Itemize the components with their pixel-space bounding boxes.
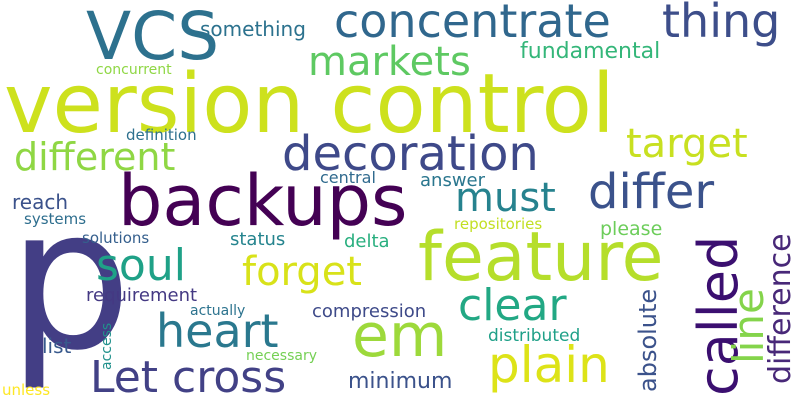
word-fundamental: fundamental [520, 39, 661, 64]
word-unless: unless [2, 381, 51, 399]
word-central: central [320, 168, 376, 187]
word-soul: soul [96, 240, 186, 291]
word-vcs: VCS [86, 0, 220, 75]
word-thing: thing [662, 0, 781, 48]
word-requirement: requirement [86, 285, 198, 306]
word-actually: actually [190, 303, 246, 319]
word-concurrent: concurrent [96, 62, 172, 78]
word-clear: clear [458, 280, 567, 331]
word-answer: answer [420, 170, 486, 191]
word-p: p [8, 166, 132, 393]
word-version-control: version control [4, 57, 615, 152]
word-heart: heart [156, 304, 279, 358]
word-delta: delta [344, 231, 390, 252]
word-list: list [42, 334, 72, 358]
word-reach: reach [12, 190, 69, 214]
word-backups: backups [118, 160, 408, 242]
word-something: something [200, 17, 306, 41]
word-target: target [626, 121, 748, 167]
word-please: please [600, 218, 663, 240]
word-forget: forget [242, 249, 362, 295]
word-repositories: repositories [454, 215, 543, 233]
word-concentrate: concentrate [334, 0, 611, 48]
word-solutions: solutions [82, 229, 150, 247]
word-definition: definition [126, 126, 197, 144]
word-feature: feature [418, 218, 664, 297]
word-necessary: necessary [246, 348, 318, 364]
word-let-cross: Let cross [90, 352, 287, 400]
word-markets: markets [308, 39, 471, 85]
word-minimum: minimum [348, 369, 453, 394]
word-systems: systems [24, 210, 87, 228]
word-access: access [99, 322, 115, 370]
word-must: must [455, 175, 556, 221]
word-decoration: decoration [282, 126, 539, 182]
word-differ: differ [588, 164, 715, 220]
word-absolute: absolute [634, 288, 662, 392]
word-different: different [14, 135, 176, 179]
word-status: status [230, 229, 286, 250]
word-difference: difference [763, 233, 798, 384]
word-distributed: distributed [488, 326, 581, 346]
word-compression: compression [312, 301, 427, 322]
word-plain: plain [488, 336, 610, 394]
word-em: em [352, 301, 448, 371]
